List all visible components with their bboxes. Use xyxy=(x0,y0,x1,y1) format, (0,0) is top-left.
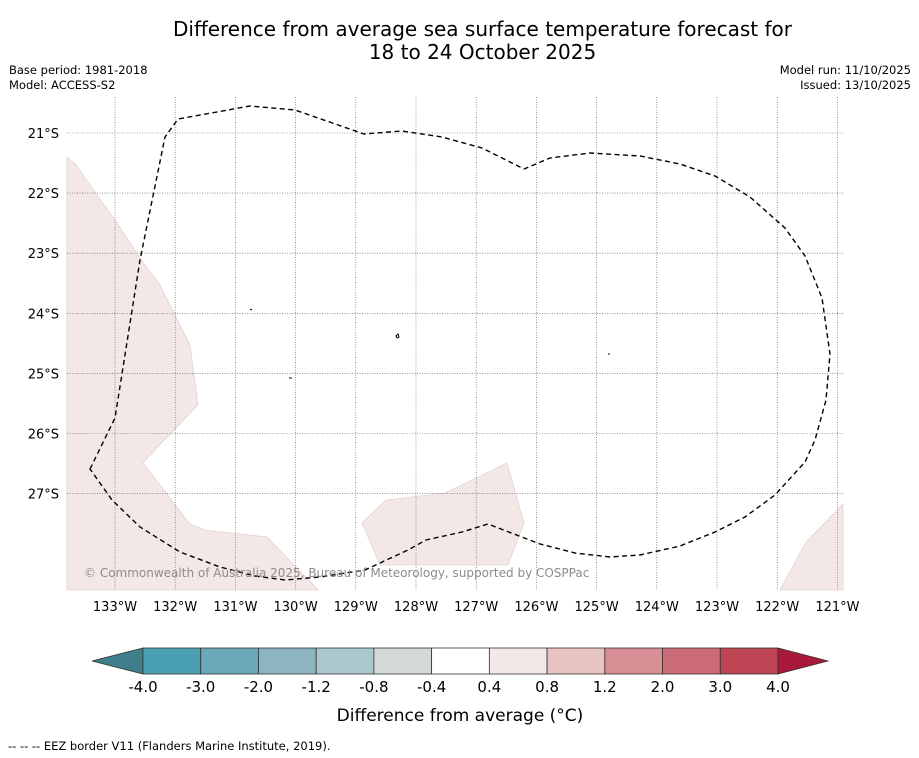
longitude-label: 127°W xyxy=(454,600,498,615)
longitude-labels: 133°W 132°W 131°W 130°W 129°W 128°W 127°W 126°W… xyxy=(93,600,860,615)
colorbar-tick-label: 3.0 xyxy=(708,678,732,696)
longitude-label: 125°W xyxy=(575,600,619,615)
anomaly-region-south xyxy=(361,462,525,566)
colorbar-segment xyxy=(373,647,433,675)
longitude-label: 126°W xyxy=(514,600,558,615)
latitude-label: 26°S xyxy=(28,428,59,443)
title-line-1: Difference from average sea surface temp… xyxy=(172,17,792,41)
colorbar-segment xyxy=(604,647,663,675)
model-name: Model: ACCESS-S2 xyxy=(9,78,116,92)
islands xyxy=(249,308,610,379)
anomaly-region-southeast xyxy=(779,503,844,591)
colorbar-segment xyxy=(200,647,259,675)
colorbar-tick-label: -0.8 xyxy=(359,678,388,696)
longitude-label: 129°W xyxy=(334,600,378,615)
longitude-label: 121°W xyxy=(815,600,859,615)
colorbar-tick-label: 1.2 xyxy=(593,678,617,696)
latitude-label: 25°S xyxy=(28,367,59,382)
longitude-label: 123°W xyxy=(695,600,739,615)
colorbar-segment xyxy=(546,647,606,675)
longitude-label: 131°W xyxy=(213,600,257,615)
colorbar-title: Difference from average (°C) xyxy=(337,706,584,726)
colorbar-tick-label: -0.4 xyxy=(417,678,446,696)
colorbar-segment xyxy=(662,647,721,675)
colorbar-segment xyxy=(258,647,317,675)
colorbar-segment xyxy=(719,647,779,675)
latitude-label: 24°S xyxy=(28,307,59,322)
latitude-label: 23°S xyxy=(28,247,59,262)
colorbar-tick-label: 0.4 xyxy=(477,678,501,696)
meta-right: Model run: 11/10/2025 Issued: 13/10/2025 xyxy=(780,63,911,93)
colorbar-segment xyxy=(488,647,548,675)
colorbar-tick-label: 2.0 xyxy=(651,678,675,696)
meta-left: Base period: 1981-2018 Model: ACCESS-S2 xyxy=(9,63,148,93)
latitude-label: 22°S xyxy=(28,187,59,202)
colorbar-tick-label: -4.0 xyxy=(128,678,157,696)
colorbar-tick-label: -3.0 xyxy=(186,678,215,696)
graticule xyxy=(67,97,843,590)
map-title: Difference from average sea surface temp… xyxy=(0,18,919,64)
issued-date: Issued: 13/10/2025 xyxy=(800,78,911,92)
colorbar-segment xyxy=(315,647,375,675)
latitude-label: 27°S xyxy=(28,488,59,503)
base-period: Base period: 1981-2018 xyxy=(9,63,148,77)
map-panel: © Commonwealth of Australia 2025, Bureau… xyxy=(66,97,844,591)
colorbar: -4.0 -3.0 -2.0 -1.2 -0.8 -0.4 0.4 0.8 1.2 2.0 3.0 4… xyxy=(91,647,830,726)
copyright-text: © Commonwealth of Australia 2025, Bureau… xyxy=(84,566,589,580)
longitude-label: 124°W xyxy=(635,600,679,615)
longitude-label: 122°W xyxy=(755,600,799,615)
eez-border xyxy=(89,105,831,581)
colorbar-over-arrow xyxy=(777,647,830,675)
longitude-label: 128°W xyxy=(394,600,438,615)
latitude-label: 21°S xyxy=(28,127,59,142)
longitude-label: 132°W xyxy=(153,600,197,615)
colorbar-tick-label: 4.0 xyxy=(766,678,790,696)
colorbar-segment xyxy=(142,647,202,675)
colorbar-tick-label: -1.2 xyxy=(302,678,331,696)
model-run: Model run: 11/10/2025 xyxy=(779,63,911,77)
island xyxy=(249,308,253,311)
colorbar-tick-label: 0.8 xyxy=(535,678,559,696)
title-line-2: 18 to 24 October 2025 xyxy=(368,40,597,64)
longitude-label: 130°W xyxy=(274,600,318,615)
colorbar-under-arrow xyxy=(91,647,144,675)
colorbar-segment xyxy=(431,647,490,675)
island xyxy=(395,333,400,339)
latitude-labels: 21°S 22°S 23°S 24°S 25°S 26°S 27°S xyxy=(28,127,59,503)
eez-footnote: -- -- -- EEZ border V11 (Flanders Marine… xyxy=(8,739,331,753)
colorbar-tick-label: -2.0 xyxy=(244,678,273,696)
longitude-label: 133°W xyxy=(93,600,137,615)
